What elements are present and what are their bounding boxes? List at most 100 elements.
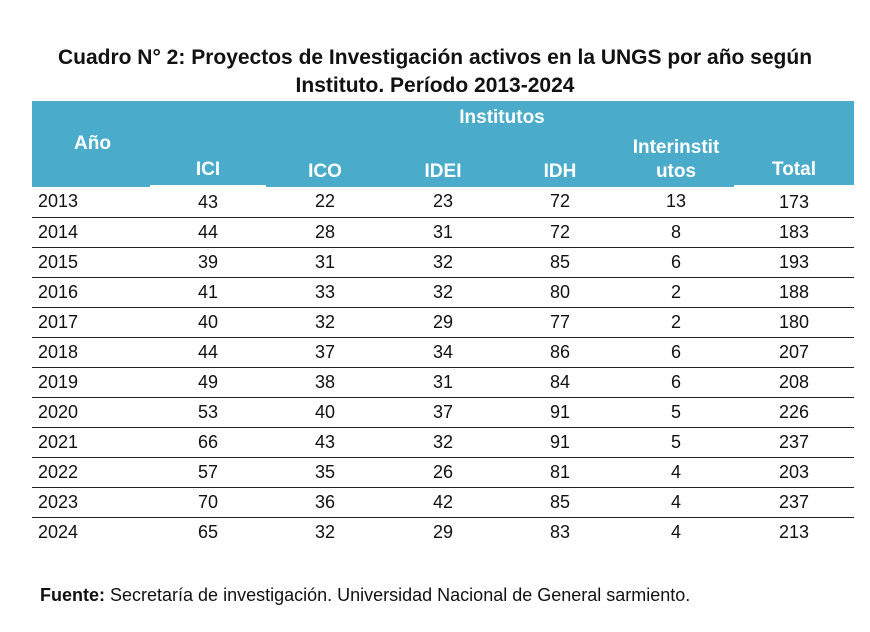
- cell-year: 2021: [32, 427, 150, 458]
- cell-ici: 49: [150, 367, 266, 398]
- cell-interinstitutos: 4: [670, 522, 681, 542]
- header-row-top: Año Institutos: [32, 101, 854, 187]
- cell-idh: 85: [502, 247, 618, 278]
- cell-total: 237: [734, 427, 854, 458]
- col-header-idh: IDH: [502, 134, 618, 187]
- cell-year: 2013: [32, 186, 150, 218]
- table-title: Cuadro N° 2: Proyectos de Investigación …: [30, 44, 840, 100]
- source-label: Fuente:: [40, 585, 105, 605]
- cell-idh: 85: [502, 487, 618, 518]
- cell-ici: 66: [150, 427, 266, 458]
- cell-year: 2024: [38, 522, 79, 542]
- cell-year: 2014: [32, 217, 150, 248]
- cell-idh: 77: [502, 307, 618, 338]
- cell-idei: 29: [384, 307, 502, 338]
- cell-idei: 23: [384, 186, 502, 218]
- cell-idei: 26: [384, 457, 502, 488]
- table-row: 2019 49 38 31 84 6 208: [32, 367, 854, 398]
- cell-total: 208: [734, 367, 854, 398]
- table-row: 2024 65 32 29 83 4 213: [32, 518, 854, 548]
- cell-interinstitutos: 6: [618, 367, 734, 398]
- cell-year: 2020: [32, 397, 150, 428]
- cell-idh: 72: [502, 186, 618, 218]
- cell-ico: 32: [266, 307, 384, 338]
- cell-idh: 86: [502, 337, 618, 368]
- cell-idh: 80: [502, 277, 618, 308]
- cell-interinstitutos: 13: [618, 186, 734, 218]
- cell-ici: 41: [150, 277, 266, 308]
- cell-ici: 70: [150, 487, 266, 518]
- col-header-interinstitutos: Interinstit utos: [618, 134, 734, 187]
- cell-ici: 43: [150, 186, 266, 218]
- col-header-idei: IDEI: [384, 134, 502, 187]
- cell-total: 188: [734, 277, 854, 308]
- title-line-2: Instituto. Período 2013-2024: [295, 74, 575, 97]
- cell-interinstitutos: 4: [618, 487, 734, 518]
- cell-ici: 53: [150, 397, 266, 428]
- cell-ici: 39: [150, 247, 266, 278]
- cell-ico: 37: [266, 337, 384, 368]
- cell-idh: 84: [502, 367, 618, 398]
- cell-idei: 29: [432, 522, 454, 542]
- cell-total: 207: [734, 337, 854, 368]
- cell-year: 2023: [32, 487, 150, 518]
- table-row: 2022 57 35 26 81 4 203: [32, 457, 854, 488]
- cell-ici: 65: [197, 522, 219, 542]
- cell-interinstitutos: 6: [618, 247, 734, 278]
- cell-year: 2019: [32, 367, 150, 398]
- cell-idei: 31: [384, 217, 502, 248]
- cell-idei: 32: [384, 427, 502, 458]
- cell-total: 213: [778, 522, 810, 542]
- cell-total: 180: [734, 307, 854, 338]
- cell-ici: 40: [150, 307, 266, 338]
- cell-idh: 81: [502, 457, 618, 488]
- cell-interinstitutos: 2: [618, 307, 734, 338]
- col-header-interinstitutos-line-2: utos: [655, 160, 697, 182]
- col-header-interinstitutos-line-1: Interinstit: [632, 136, 720, 158]
- col-header-ici: ICI: [150, 134, 266, 188]
- cell-idei: 32: [384, 247, 502, 278]
- table-row: 2014 44 28 31 72 8 183: [32, 217, 854, 248]
- year-header: Año: [32, 101, 150, 187]
- cell-ico: 32: [314, 522, 336, 542]
- cell-idh: 91: [502, 397, 618, 428]
- cell-total: 193: [734, 247, 854, 278]
- cell-idh: 83: [549, 522, 571, 542]
- cell-idei: 32: [384, 277, 502, 308]
- table-row: 2018 44 37 34 86 6 207: [32, 337, 854, 368]
- cell-ico: 22: [266, 186, 384, 218]
- cell-ico: 31: [266, 247, 384, 278]
- institutes-group-header: Institutos: [150, 101, 854, 134]
- table-row: 2023 70 36 42 85 4 237: [32, 487, 854, 518]
- cell-idh: 91: [502, 427, 618, 458]
- col-header-ico: ICO: [266, 134, 384, 187]
- title-line-1: Cuadro N° 2: Proyectos de Investigación …: [57, 46, 813, 69]
- cell-interinstitutos: 2: [618, 277, 734, 308]
- cell-year: 2018: [32, 337, 150, 368]
- cell-ico: 43: [266, 427, 384, 458]
- cell-interinstitutos: 5: [618, 397, 734, 428]
- cell-total: 226: [734, 397, 854, 428]
- cell-idei: 34: [384, 337, 502, 368]
- source-text: Secretaría de investigación. Universidad…: [105, 585, 691, 605]
- table-row: 2016 41 33 32 80 2 188: [32, 277, 854, 308]
- cell-ico: 33: [266, 277, 384, 308]
- cell-idei: 31: [384, 367, 502, 398]
- cell-ico: 36: [266, 487, 384, 518]
- source-note: Fuente: Secretaría de investigación. Uni…: [40, 585, 690, 606]
- cell-year: 2016: [32, 277, 150, 308]
- table-row: 2015 39 31 32 85 6 193: [32, 247, 854, 278]
- cell-idei: 42: [384, 487, 502, 518]
- cell-ici: 44: [150, 217, 266, 248]
- cell-idei: 37: [384, 397, 502, 428]
- projects-table: Año Institutos ICI ICO IDEI IDH Interins…: [32, 101, 854, 547]
- cell-ici: 57: [150, 457, 266, 488]
- cell-total: 173: [734, 186, 854, 218]
- cell-ico: 35: [266, 457, 384, 488]
- header-row-bottom: ICI ICO IDEI IDH Interinstit utos Total: [32, 134, 854, 188]
- table-row: 2017 40 32 29 77 2 180: [32, 307, 854, 338]
- cell-total: 237: [734, 487, 854, 518]
- cell-idh: 72: [502, 217, 618, 248]
- table-row: 2020 53 40 37 91 5 226: [32, 397, 854, 428]
- cell-ico: 38: [266, 367, 384, 398]
